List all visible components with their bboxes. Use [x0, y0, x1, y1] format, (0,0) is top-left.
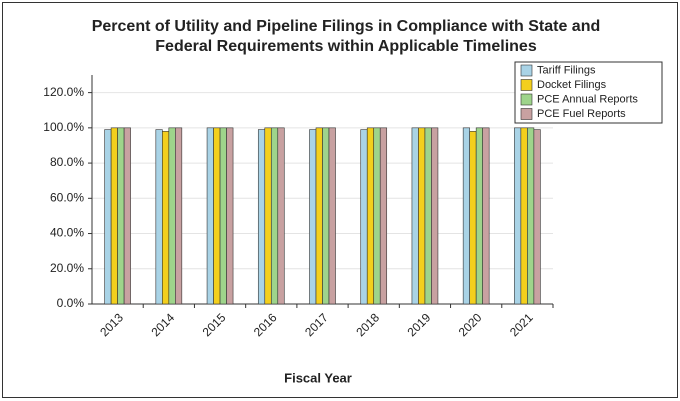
y-tick-label: 0.0%	[57, 296, 85, 310]
bar	[462, 127, 470, 305]
bar	[257, 129, 266, 305]
bar	[226, 127, 234, 305]
y-tick-label: 40.0%	[50, 226, 84, 240]
y-tick-label: 120.0%	[43, 85, 84, 99]
bar	[424, 127, 432, 305]
bar	[104, 129, 112, 305]
y-tick-label: 20.0%	[50, 261, 84, 275]
bar	[411, 127, 419, 305]
legend-swatch	[520, 79, 533, 91]
bar	[315, 127, 323, 305]
x-axis-title: Fiscal Year	[284, 370, 352, 385]
legend-box	[514, 61, 663, 124]
bar	[270, 127, 279, 305]
bar	[162, 131, 170, 305]
y-tick-label: 100.0%	[43, 120, 84, 134]
bar	[322, 127, 330, 305]
y-tick-label: 60.0%	[50, 190, 84, 204]
bar	[168, 127, 176, 305]
bar	[482, 127, 490, 305]
bar	[360, 129, 368, 305]
bar	[520, 127, 528, 305]
legend-swatch	[520, 93, 533, 106]
chart-title: Percent of Utility and Pipeline Filings …	[92, 18, 601, 35]
legend-swatch	[520, 64, 533, 77]
chart-title: Federal Requirements within Applicable T…	[155, 38, 537, 55]
bar	[264, 127, 272, 305]
legend-label: Docket Filings	[537, 79, 607, 91]
legend-label: PCE Fuel Reports	[537, 108, 626, 120]
bar	[110, 127, 118, 305]
bar	[155, 129, 163, 305]
bar	[431, 127, 439, 305]
bar	[379, 127, 388, 305]
bar	[475, 127, 483, 305]
legend-swatch	[520, 108, 533, 120]
bar	[469, 131, 477, 305]
bar	[533, 129, 541, 305]
y-tick-label: 80.0%	[50, 155, 84, 169]
legend-label: PCE Annual Reports	[537, 93, 638, 105]
bar	[277, 127, 285, 305]
bar	[175, 127, 183, 305]
bar	[328, 127, 336, 305]
bar	[418, 127, 426, 305]
bar	[366, 127, 375, 305]
bar	[206, 127, 214, 305]
bar	[373, 127, 381, 305]
bar	[123, 127, 131, 305]
bar	[514, 127, 522, 305]
bar	[309, 129, 317, 305]
legend-label: Tariff Filings	[537, 64, 596, 76]
bar	[117, 127, 125, 305]
bar	[219, 127, 227, 305]
bar	[527, 127, 535, 305]
bar	[213, 127, 221, 305]
